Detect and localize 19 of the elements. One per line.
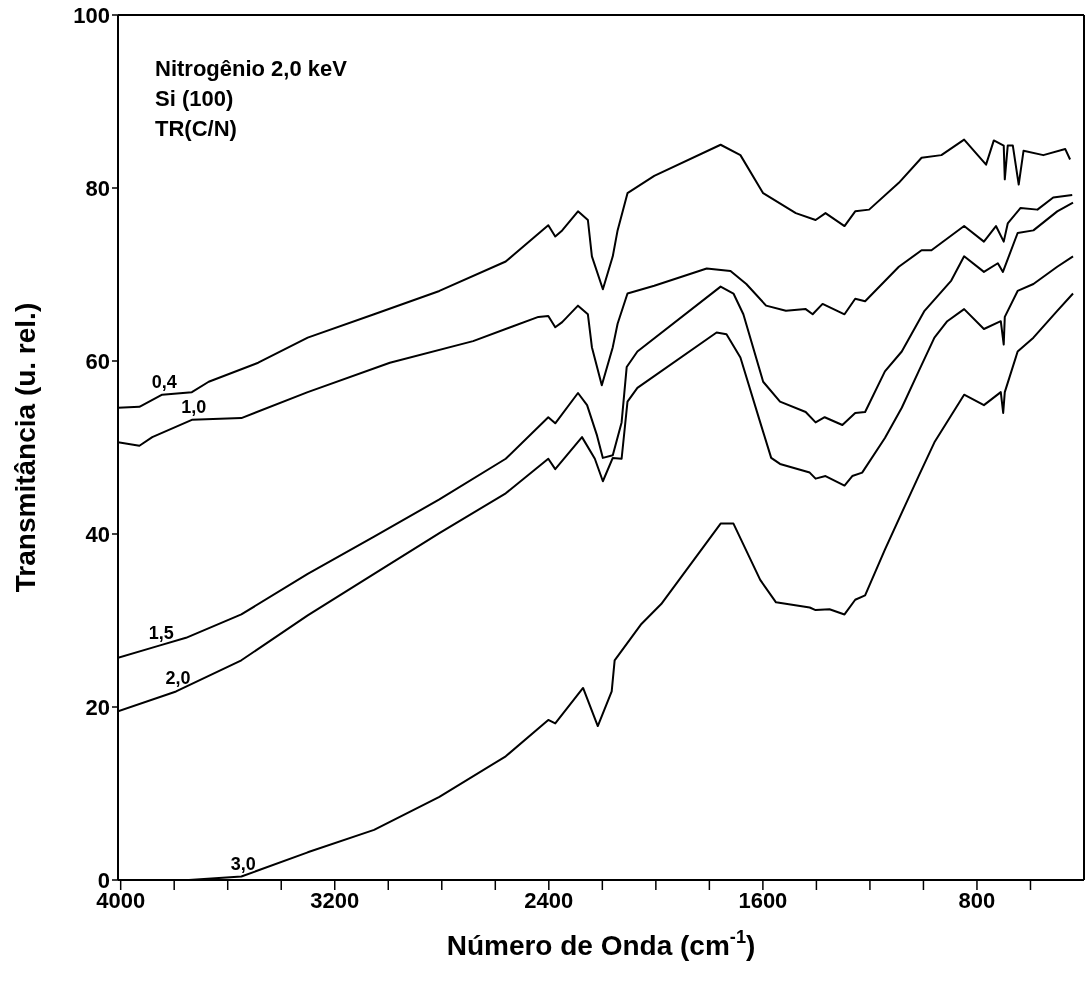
y-tick-label: 80 xyxy=(85,175,110,201)
series-label: 1,0 xyxy=(181,396,207,417)
x-axis-title: Número de Onda (cm$^{-1}$) xyxy=(446,926,756,962)
y-tick-label: 60 xyxy=(85,348,110,374)
x-tick-label: 1600 xyxy=(738,887,788,913)
annotation: Nitrogênio 2,0 keV xyxy=(155,55,347,83)
series-label: 2,0 xyxy=(165,668,191,689)
y-tick-label: 40 xyxy=(85,521,110,547)
annotation: Si (100) xyxy=(155,85,235,113)
annotation: TR(C/N) xyxy=(155,115,238,143)
x-tick-label: 800 xyxy=(958,887,996,913)
series-label: 3,0 xyxy=(230,853,256,874)
x-tick-label: 2400 xyxy=(524,887,574,913)
series-label: 0,4 xyxy=(151,371,177,392)
y-tick-label: 100 xyxy=(73,2,110,28)
series-label: 1,5 xyxy=(148,622,174,643)
y-axis-title: Transmitância (u. rel.) xyxy=(10,302,42,593)
y-tick-label: 20 xyxy=(85,694,110,720)
x-tick-label: 3200 xyxy=(310,887,360,913)
